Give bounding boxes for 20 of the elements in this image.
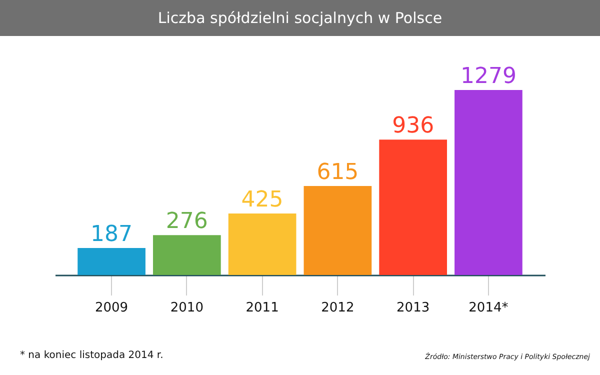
data-label: 276 xyxy=(166,209,208,234)
x-tick-label: 2009 xyxy=(94,300,128,316)
data-label: 936 xyxy=(392,114,434,139)
x-tick-label: 2014* xyxy=(468,300,509,316)
data-label: 425 xyxy=(241,188,284,213)
data-label: 1279 xyxy=(460,64,516,89)
x-tick-label: 2011 xyxy=(246,300,279,316)
bar xyxy=(304,186,372,275)
x-tick-label: 2013 xyxy=(396,300,430,316)
x-tick-label: 2012 xyxy=(321,300,354,316)
bar xyxy=(228,214,296,275)
bar xyxy=(153,235,221,275)
data-label: 615 xyxy=(316,160,359,186)
bar xyxy=(454,90,522,275)
x-tick-label: 2010 xyxy=(170,300,204,316)
bar xyxy=(78,248,146,275)
chart-title: Liczba spółdzielni socjalnych w Polsce xyxy=(0,0,600,36)
data-label: 187 xyxy=(90,222,133,247)
text: * na koniec listopada 2014 r. xyxy=(20,350,164,361)
bar xyxy=(379,140,447,275)
